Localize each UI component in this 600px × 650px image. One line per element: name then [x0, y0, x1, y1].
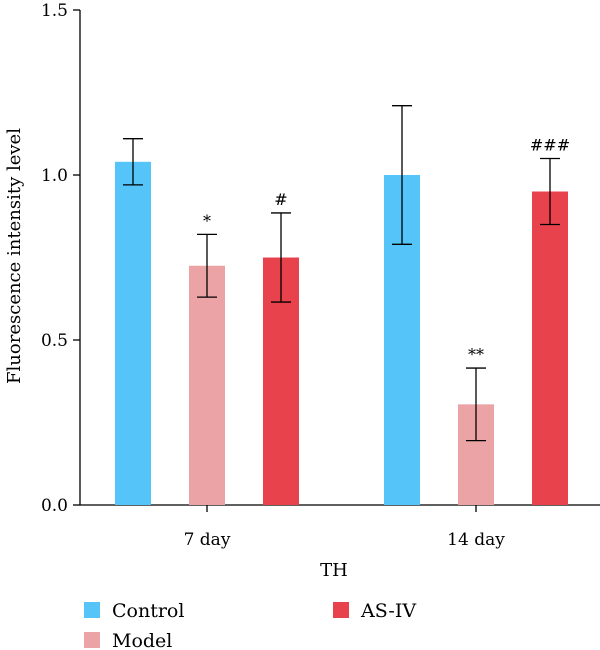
significance-mark: **	[468, 345, 484, 364]
significance-mark: #	[274, 190, 287, 209]
legend-item-model: Model	[84, 630, 172, 650]
bars	[115, 161, 568, 506]
y-tick-label: 1.5	[41, 1, 68, 21]
bar-model-7-day	[189, 265, 225, 505]
y-axis: 0.0 0.5 1.0 1.5	[41, 1, 81, 516]
y-axis-title: Fluorescence intensity level	[4, 128, 25, 384]
x-axis-title: TH	[320, 560, 348, 581]
x-tick-label: 14 day	[447, 530, 505, 550]
legend-swatch	[84, 602, 100, 618]
x-tick-label: 7 day	[184, 530, 231, 550]
legend-label: AS-IV	[360, 600, 416, 622]
legend-swatch	[84, 632, 100, 648]
legend-swatch	[333, 602, 349, 618]
bar-control-7-day	[115, 161, 151, 506]
legend-item-control: Control	[84, 600, 184, 622]
legend-item-as-iv: AS-IV	[333, 600, 416, 622]
legend-label: Model	[112, 630, 172, 650]
error-bars	[123, 105, 560, 442]
bar-as-iv-14-day	[532, 191, 568, 505]
significance-marks: * # ** ###	[203, 136, 570, 365]
y-tick-label: 1.0	[41, 166, 68, 186]
significance-mark: ###	[530, 136, 570, 155]
x-axis: 7 day 14 day	[80, 504, 600, 550]
significance-mark: *	[203, 211, 211, 230]
legend: Control Model AS-IV	[84, 600, 416, 650]
legend-label: Control	[112, 600, 184, 622]
y-tick-label: 0.5	[41, 331, 68, 351]
y-tick-label: 0.0	[41, 496, 68, 516]
